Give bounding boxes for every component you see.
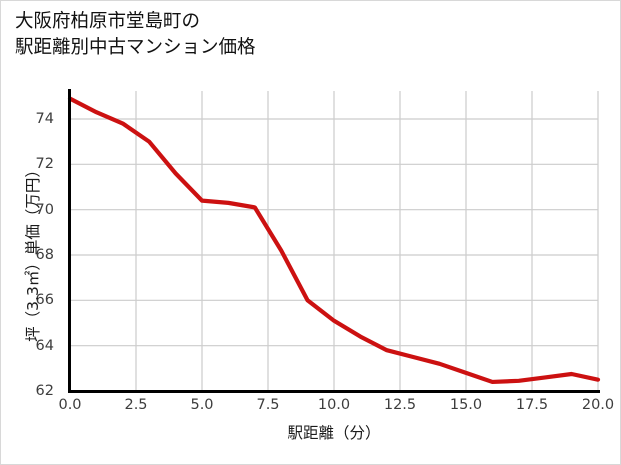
- x-tick-label: 12.5: [383, 397, 417, 413]
- y-axis-title: 坪（3.3㎡）単価（万円）: [24, 162, 42, 342]
- x-axis-spine: [68, 390, 600, 393]
- data-line-series: [67, 96, 601, 385]
- y-tick-label: 66: [35, 292, 54, 309]
- x-tick-label: 20.0: [581, 397, 615, 413]
- y-tick-label: 74: [35, 111, 54, 127]
- y-tick-label: 68: [35, 247, 54, 263]
- page-title: 大阪府柏原市堂島町の 駅距離別中古マンション価格: [15, 11, 256, 58]
- x-tick-label: 10.0: [317, 397, 351, 413]
- x-tick-label: 2.5: [124, 397, 148, 413]
- x-tick-label: 0.0: [58, 397, 82, 413]
- y-tick-label: 70: [35, 201, 54, 218]
- x-tick-label: 7.5: [256, 397, 280, 413]
- y-axis-tick-labels: 62 64 66 68 70 72 74: [1, 1, 63, 464]
- y-tick-label: 72: [35, 156, 54, 173]
- x-tick-label: 5.0: [190, 397, 214, 413]
- y-tick-label: 64: [35, 337, 54, 354]
- x-tick-label: 17.5: [515, 397, 549, 413]
- y-axis-spine: [68, 89, 71, 393]
- x-axis-title: 駅距離（分）: [287, 424, 381, 442]
- plot-area: [67, 91, 601, 392]
- y-tick-label: 62: [35, 383, 54, 399]
- series-line: [67, 96, 601, 385]
- x-tick-label: 15.0: [449, 397, 483, 413]
